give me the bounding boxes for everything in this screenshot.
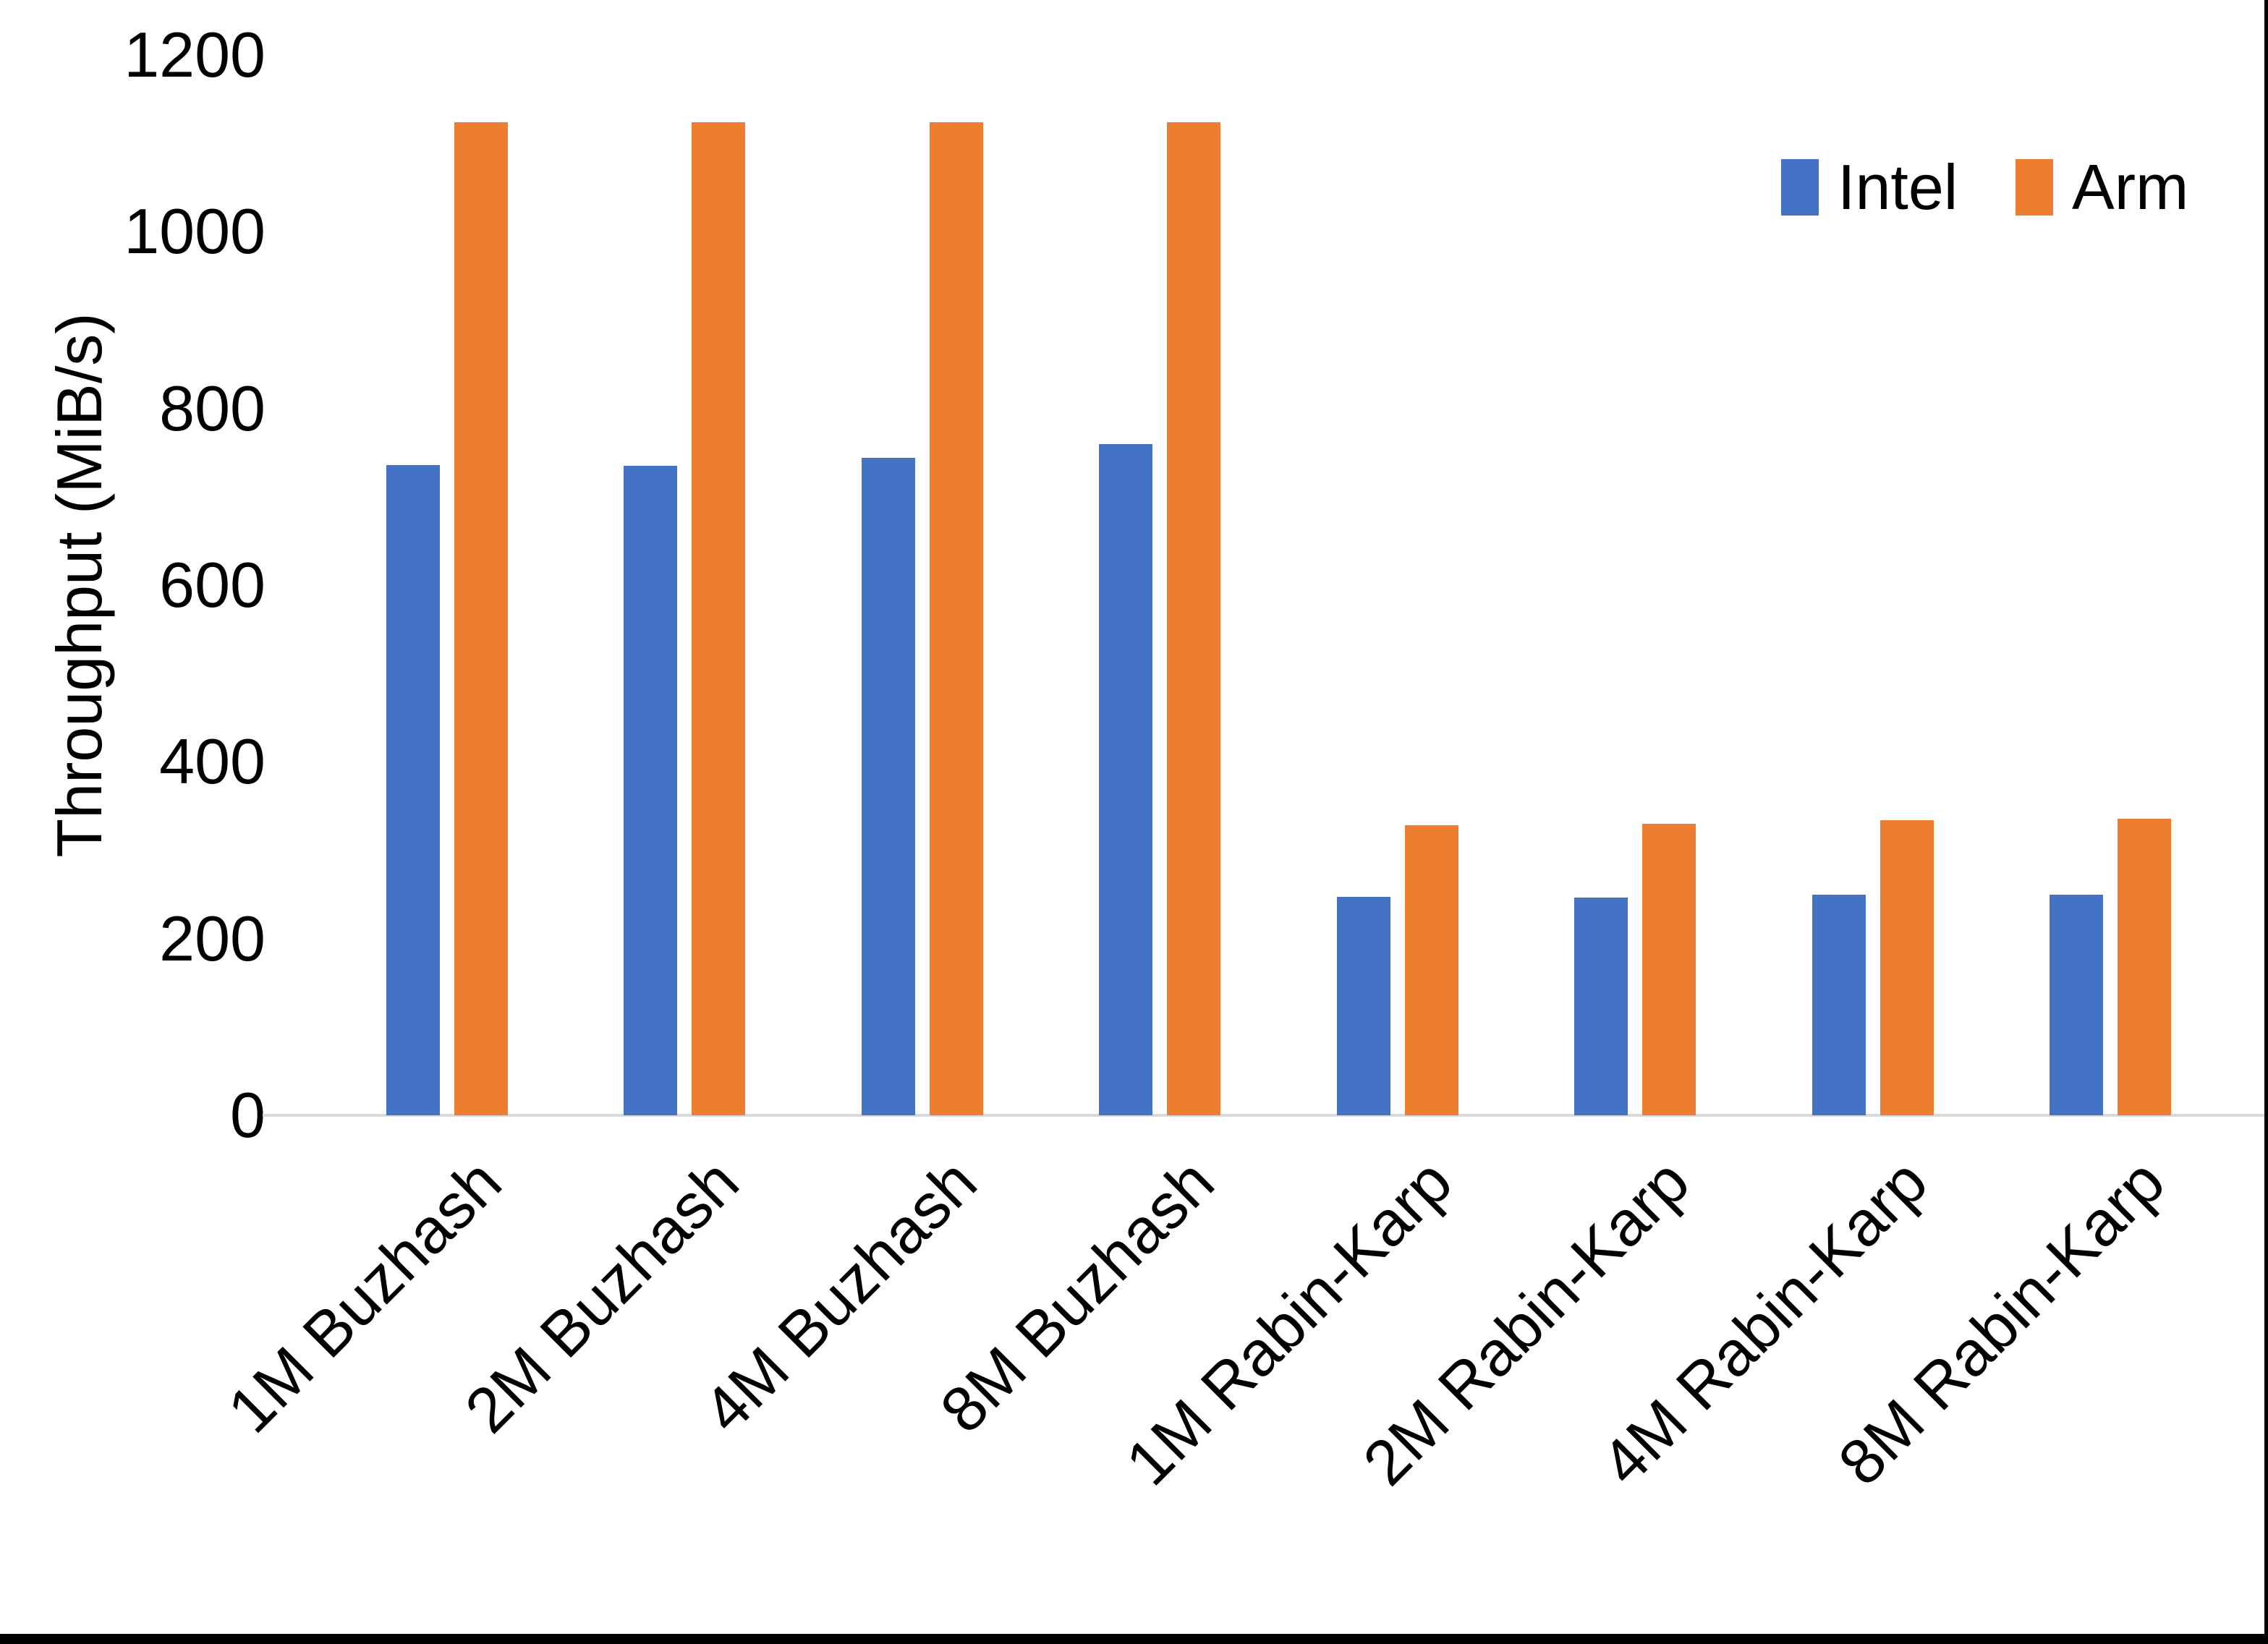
legend: Intel Arm bbox=[0, 155, 2268, 220]
right-border bbox=[2264, 0, 2268, 1644]
legend-swatch-intel bbox=[1781, 159, 1819, 216]
y-tick-label-1200: 1200 bbox=[124, 18, 266, 90]
x-axis-line bbox=[263, 1114, 2266, 1117]
legend-label-arm: Arm bbox=[2072, 151, 2189, 223]
bar-intel-7 bbox=[2050, 894, 2103, 1115]
bar-arm-3 bbox=[1167, 122, 1220, 1115]
legend-item-arm: Arm bbox=[2016, 155, 2188, 220]
bar-intel-3 bbox=[1099, 443, 1152, 1115]
bar-intel-2 bbox=[861, 458, 915, 1115]
y-tick-label-600: 600 bbox=[159, 548, 266, 621]
bar-intel-4 bbox=[1336, 897, 1390, 1115]
y-tick-label-1000: 1000 bbox=[124, 195, 266, 268]
category-label-3: 8M Buzhash bbox=[926, 1145, 1228, 1447]
category-label-4: 1M Rabin-Karp bbox=[1111, 1145, 1466, 1499]
bar-arm-6 bbox=[1880, 819, 1934, 1115]
bar-intel-0 bbox=[386, 464, 440, 1115]
legend-swatch-arm bbox=[2016, 159, 2053, 216]
category-label-0: 1M Buzhash bbox=[213, 1145, 515, 1447]
bar-arm-4 bbox=[1404, 825, 1458, 1115]
bar-arm-2 bbox=[929, 122, 983, 1115]
bar-arm-7 bbox=[2118, 818, 2171, 1115]
y-tick-label-0: 0 bbox=[230, 1079, 266, 1151]
bar-intel-1 bbox=[624, 466, 677, 1115]
bar-arm-5 bbox=[1642, 823, 1696, 1115]
legend-label-intel: Intel bbox=[1838, 151, 1958, 223]
bar-intel-6 bbox=[1812, 894, 1866, 1115]
bar-intel-5 bbox=[1574, 898, 1628, 1115]
bar-arm-1 bbox=[692, 122, 745, 1115]
y-tick-label-200: 200 bbox=[159, 902, 266, 974]
y-tick-label-800: 800 bbox=[159, 372, 266, 444]
bar-arm-0 bbox=[454, 122, 508, 1115]
category-label-7: 8M Rabin-Karp bbox=[1825, 1145, 2178, 1499]
bottom-border bbox=[0, 1634, 2268, 1644]
legend-item-intel: Intel bbox=[1781, 155, 1958, 220]
category-label-6: 4M Rabin-Karp bbox=[1587, 1145, 1941, 1499]
category-label-5: 2M Rabin-Karp bbox=[1349, 1145, 1703, 1499]
category-label-1: 2M Buzhash bbox=[451, 1145, 752, 1447]
category-label-2: 4M Buzhash bbox=[689, 1145, 990, 1447]
y-tick-label-400: 400 bbox=[159, 725, 266, 798]
